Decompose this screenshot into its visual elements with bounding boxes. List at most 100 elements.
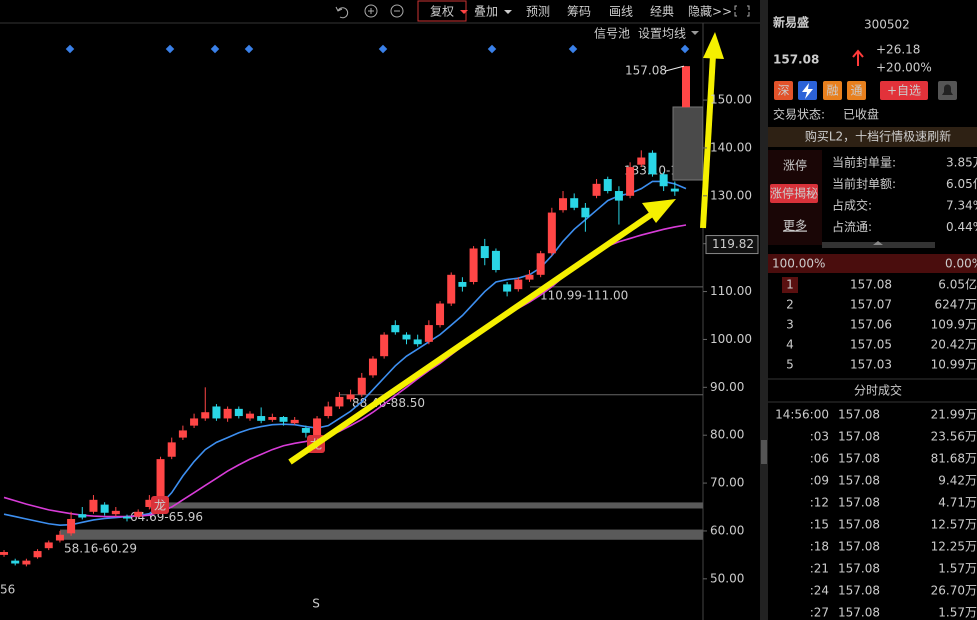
stat-value: 0.44% <box>946 220 977 234</box>
bid-price: 157.08 <box>850 278 892 292</box>
toolbar-button[interactable]: 预测 <box>526 5 550 19</box>
candle-body <box>368 358 377 376</box>
candle-body <box>100 504 109 513</box>
quote-panel: 新易盛 300502 157.08 +26.18 +20.00% 深 融通 +自选交易状态: 已… <box>768 15 977 620</box>
stock-name: 新易盛 <box>773 15 809 30</box>
expand-icon[interactable] <box>734 5 750 17</box>
range-label: 88.46-88.50 <box>352 396 425 410</box>
ma-settings[interactable]: 设置均线 <box>638 27 686 41</box>
candle-body <box>279 417 288 422</box>
candle-body <box>402 334 411 340</box>
status-label: 交易状态: <box>773 107 825 122</box>
limit-up-reveal[interactable]: 涨停揭秘 <box>770 186 818 201</box>
trade-price: 157.08 <box>838 606 880 620</box>
candle-body <box>391 325 400 333</box>
trade-price: 157.08 <box>838 496 880 510</box>
trade-price: 157.08 <box>838 408 880 422</box>
trade-volume: 26.70万 <box>931 584 977 598</box>
promo[interactable]: 购买L2，十档行情极速刷新 <box>805 129 951 144</box>
trade-volume: 1.57万 <box>938 606 977 620</box>
candle-body <box>89 499 98 512</box>
y-tick-label: 150.00 <box>710 93 752 107</box>
zoom-in-icon[interactable] <box>364 4 378 18</box>
lightning <box>802 83 813 99</box>
candle-body <box>346 394 355 400</box>
undo-icon[interactable] <box>335 6 349 19</box>
toolbar-button[interactable]: 经典 <box>650 5 674 19</box>
change-pct: +20.00% <box>876 61 932 75</box>
signal-diamond <box>165 44 175 54</box>
badge: 龙 <box>154 499 166 513</box>
candle-body <box>223 408 232 419</box>
toolbar-button[interactable]: 复权 <box>430 5 454 19</box>
trade-time: :12 <box>810 496 829 510</box>
ma-caret[interactable] <box>691 31 699 35</box>
candle-body <box>111 510 120 515</box>
trade-volume: 4.71万 <box>938 496 977 510</box>
signal-diamond <box>487 44 497 54</box>
trade-volume: 12.25万 <box>931 540 977 554</box>
promo-bg <box>768 127 977 147</box>
trade-time: :18 <box>810 540 829 554</box>
add-watch[interactable]: +自选 <box>887 84 921 98</box>
toolbar-button[interactable]: 隐藏>> <box>688 5 732 19</box>
watch-bg[interactable] <box>880 81 928 100</box>
candle-body <box>357 377 366 395</box>
candle-body <box>614 191 623 201</box>
candle-body <box>245 413 254 419</box>
collapse-caret <box>873 241 883 245</box>
candle-body <box>637 157 646 165</box>
tag[interactable]: 融 <box>826 84 838 98</box>
signal-pool[interactable]: 信号池 <box>594 27 630 41</box>
candle-body <box>67 518 76 534</box>
stat-label: 当前封单量: <box>832 155 896 170</box>
dropdown-caret <box>504 10 512 14</box>
y-tick-label: 110.00 <box>710 284 752 298</box>
candle-body <box>603 179 612 192</box>
toolbar-button[interactable]: 叠加 <box>474 5 498 19</box>
y-tick-label: 70.00 <box>710 476 744 490</box>
candle-body <box>190 418 199 426</box>
y-tick-label: 90.00 <box>710 380 744 394</box>
trades-title: 分时成交 <box>854 383 902 398</box>
toolbar-button[interactable]: 筹码 <box>567 5 591 19</box>
candle-body <box>447 274 456 304</box>
candle-body <box>178 430 187 438</box>
stat-label: 占流通: <box>832 219 872 234</box>
last-price-label: 157.08 <box>625 64 667 78</box>
candle-body <box>670 188 679 192</box>
bid-price: 157.06 <box>850 318 892 332</box>
stat-label: 当前封单额: <box>832 176 896 191</box>
stat-value: 6.05亿 <box>946 176 977 191</box>
bid-price: 157.03 <box>850 358 892 372</box>
toolbar-button[interactable]: 画线 <box>609 5 633 19</box>
candle-body <box>335 396 344 407</box>
candle-body <box>570 198 579 208</box>
sell-marker: S <box>312 597 320 611</box>
tag-bg <box>847 81 866 100</box>
candle-body <box>212 406 221 419</box>
trade-price: 157.08 <box>838 518 880 532</box>
reveal-bg[interactable] <box>770 184 818 203</box>
candle-body <box>313 418 322 436</box>
range-band <box>150 502 703 509</box>
zoom-out-icon[interactable] <box>390 4 404 18</box>
tag[interactable]: 深 <box>777 84 789 98</box>
candle-body <box>33 551 42 558</box>
candle-body <box>547 212 556 254</box>
more[interactable]: 更多 <box>783 219 807 233</box>
trade-time: :09 <box>810 474 829 488</box>
trade-volume: 1.57万 <box>938 562 977 576</box>
scrollbar[interactable] <box>760 0 768 620</box>
low-label: 56 <box>0 583 15 597</box>
tag[interactable]: 通 <box>850 84 862 98</box>
bell <box>942 84 953 95</box>
tag-bg <box>774 81 793 100</box>
y-axis: 50.0060.0070.0080.0090.00100.00110.00120… <box>703 93 759 585</box>
candle-body <box>257 416 266 421</box>
y-tick-label: 130.00 <box>710 188 752 202</box>
scroll-thumb[interactable] <box>761 440 767 464</box>
chart-area: 信号池 设置均线110.99-111.0088.46-88.5064.69-65.… <box>0 27 703 611</box>
candle-body <box>480 246 489 259</box>
